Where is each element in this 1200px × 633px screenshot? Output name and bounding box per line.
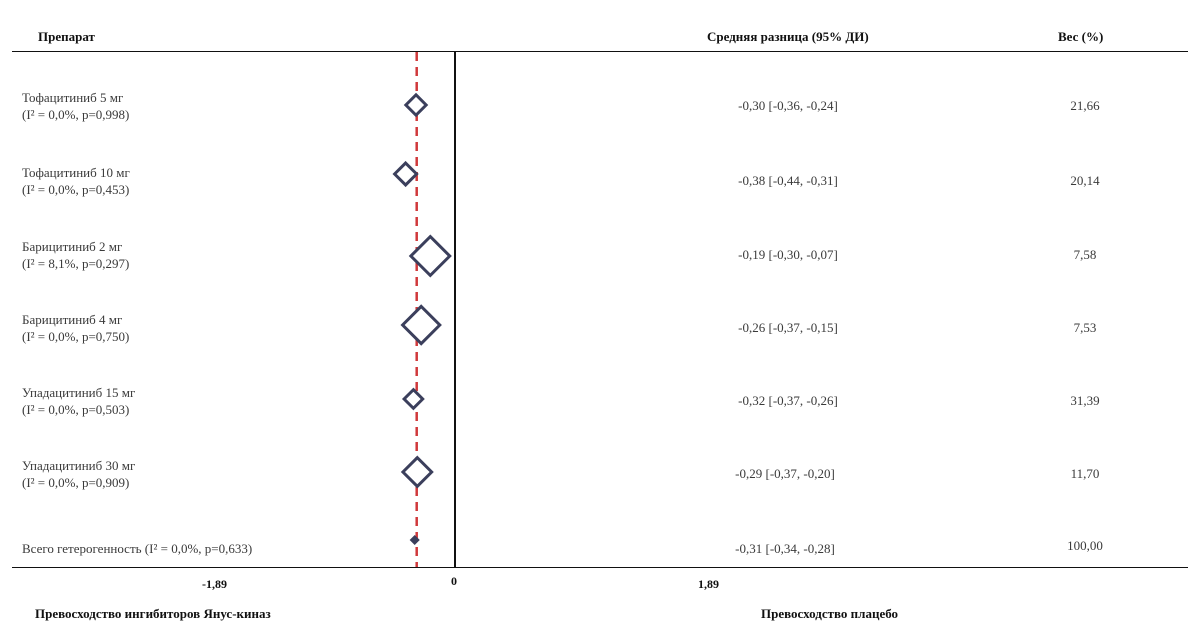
study-diamond xyxy=(408,234,452,278)
study-diamond xyxy=(400,304,442,346)
row-label: Барицитиниб 2 мг xyxy=(22,239,123,254)
favours-left-label: Превосходство ингибиторов Янус-киназ xyxy=(35,606,271,621)
row-weight: 31,39 xyxy=(1070,393,1100,408)
row-label: Упадацитиниб 30 мг xyxy=(22,458,136,473)
overall-weight: 100,00 xyxy=(1067,538,1103,553)
overall-ci-text: -0,31 [-0,34, -0,28] xyxy=(735,541,835,556)
row-ci-text: -0,26 [-0,37, -0,15] xyxy=(738,320,838,335)
row-weight: 7,58 xyxy=(1073,247,1097,262)
overall-label: Всего гетерогенность (I² = 0,0%, p=0,633… xyxy=(22,541,253,556)
row-label: Упадацитиниб 15 мг xyxy=(22,385,136,400)
x-tick-label: 0 xyxy=(451,574,457,588)
row-weight: 11,70 xyxy=(1070,466,1100,481)
row-ci-text: -0,38 [-0,44, -0,31] xyxy=(738,173,838,188)
row-heterogeneity: (I² = 0,0%, p=0,909) xyxy=(22,475,130,490)
row-heterogeneity: (I² = 0,0%, p=0,503) xyxy=(22,402,130,417)
favours-right-label: Превосходство плацебо xyxy=(761,606,899,621)
overall-diamond xyxy=(409,534,420,546)
row-label: Барицитиниб 4 мг xyxy=(22,312,123,327)
header-drug: Препарат xyxy=(38,29,95,44)
row-heterogeneity: (I² = 8,1%, p=0,297) xyxy=(22,256,130,271)
x-tick-label: 1,89 xyxy=(698,577,719,591)
row-weight: 21,66 xyxy=(1070,98,1100,113)
study-diamond xyxy=(403,92,429,118)
row-weight: 20,14 xyxy=(1070,173,1100,188)
study-diamond xyxy=(401,387,425,411)
row-heterogeneity: (I² = 0,0%, p=0,750) xyxy=(22,329,130,344)
row-ci-text: -0,29 [-0,37, -0,20] xyxy=(735,466,835,481)
row-weight: 7,53 xyxy=(1073,320,1097,335)
axis-rule xyxy=(12,567,1188,568)
study-diamond xyxy=(400,455,434,489)
row-label: Тофацитиниб 10 мг xyxy=(22,165,130,180)
row-label: Тофацитиниб 5 мг xyxy=(22,90,124,105)
row-ci-text: -0,32 [-0,37, -0,26] xyxy=(738,393,838,408)
header-ci: Средняя разница (95% ДИ) xyxy=(707,29,869,44)
header-rule xyxy=(12,51,1188,52)
x-tick-label: -1,89 xyxy=(202,577,227,591)
row-heterogeneity: (I² = 0,0%, p=0,453) xyxy=(22,182,130,197)
header-weight: Вес (%) xyxy=(1058,29,1104,44)
row-ci-text: -0,19 [-0,30, -0,07] xyxy=(738,247,838,262)
row-heterogeneity: (I² = 0,0%, p=0,998) xyxy=(22,107,130,122)
study-diamond xyxy=(392,160,419,188)
row-ci-text: -0,30 [-0,36, -0,24] xyxy=(738,98,838,113)
